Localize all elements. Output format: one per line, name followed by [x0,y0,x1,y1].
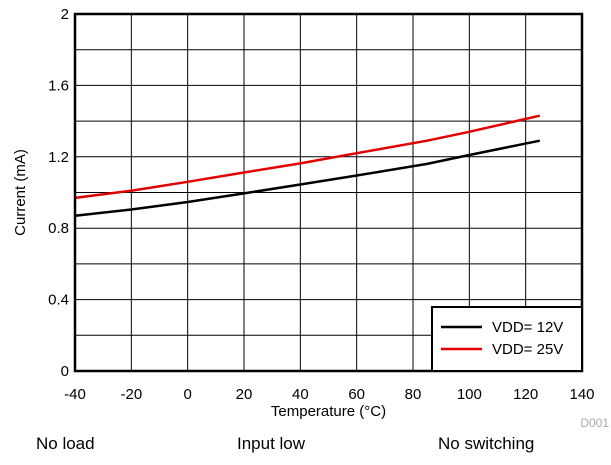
x-tick-labels: -40 -20 0 20 40 60 80 100 120 140 [64,386,594,403]
x-tick-label: 20 [236,386,253,403]
x-tick-label: -40 [64,386,86,403]
legend-label-1: VDD= 25V [492,341,563,358]
legend-label-0: VDD= 12V [492,319,563,336]
series-line-1 [74,114,541,200]
x-tick-label: 0 [183,386,191,403]
y-tick-label: 2 [61,6,69,23]
y-tick-label: 0 [61,363,69,380]
caption-no-switching: No switching [438,434,535,453]
x-tick-label: 100 [457,386,482,403]
series-line-0 [74,139,541,217]
x-tick-label: 140 [569,386,594,403]
x-tick-label: 60 [348,386,365,403]
y-axis-label: Current (mA) [12,149,29,236]
y-tick-label: 0.8 [48,220,69,237]
figure-id-label: D001 [580,416,609,430]
y-tick-label: 0.4 [48,292,69,309]
y-tick-label: 1.2 [48,149,69,166]
x-tick-label: 40 [292,386,309,403]
caption-no-load: No load [36,434,95,453]
y-tick-label: 1.6 [48,77,69,94]
series-lines [74,114,541,217]
y-tick-labels: 0 0.4 0.8 1.2 1.6 2 [48,6,69,380]
legend-box [431,306,583,372]
x-tick-label: 80 [405,386,422,403]
x-tick-label: -20 [120,386,142,403]
plot-frame [73,12,584,373]
x-axis-label: Temperature (°C) [271,403,386,420]
legend: VDD= 12V VDD= 25V [431,306,583,372]
x-tick-label: 120 [513,386,538,403]
caption-input-low: Input low [237,434,306,453]
